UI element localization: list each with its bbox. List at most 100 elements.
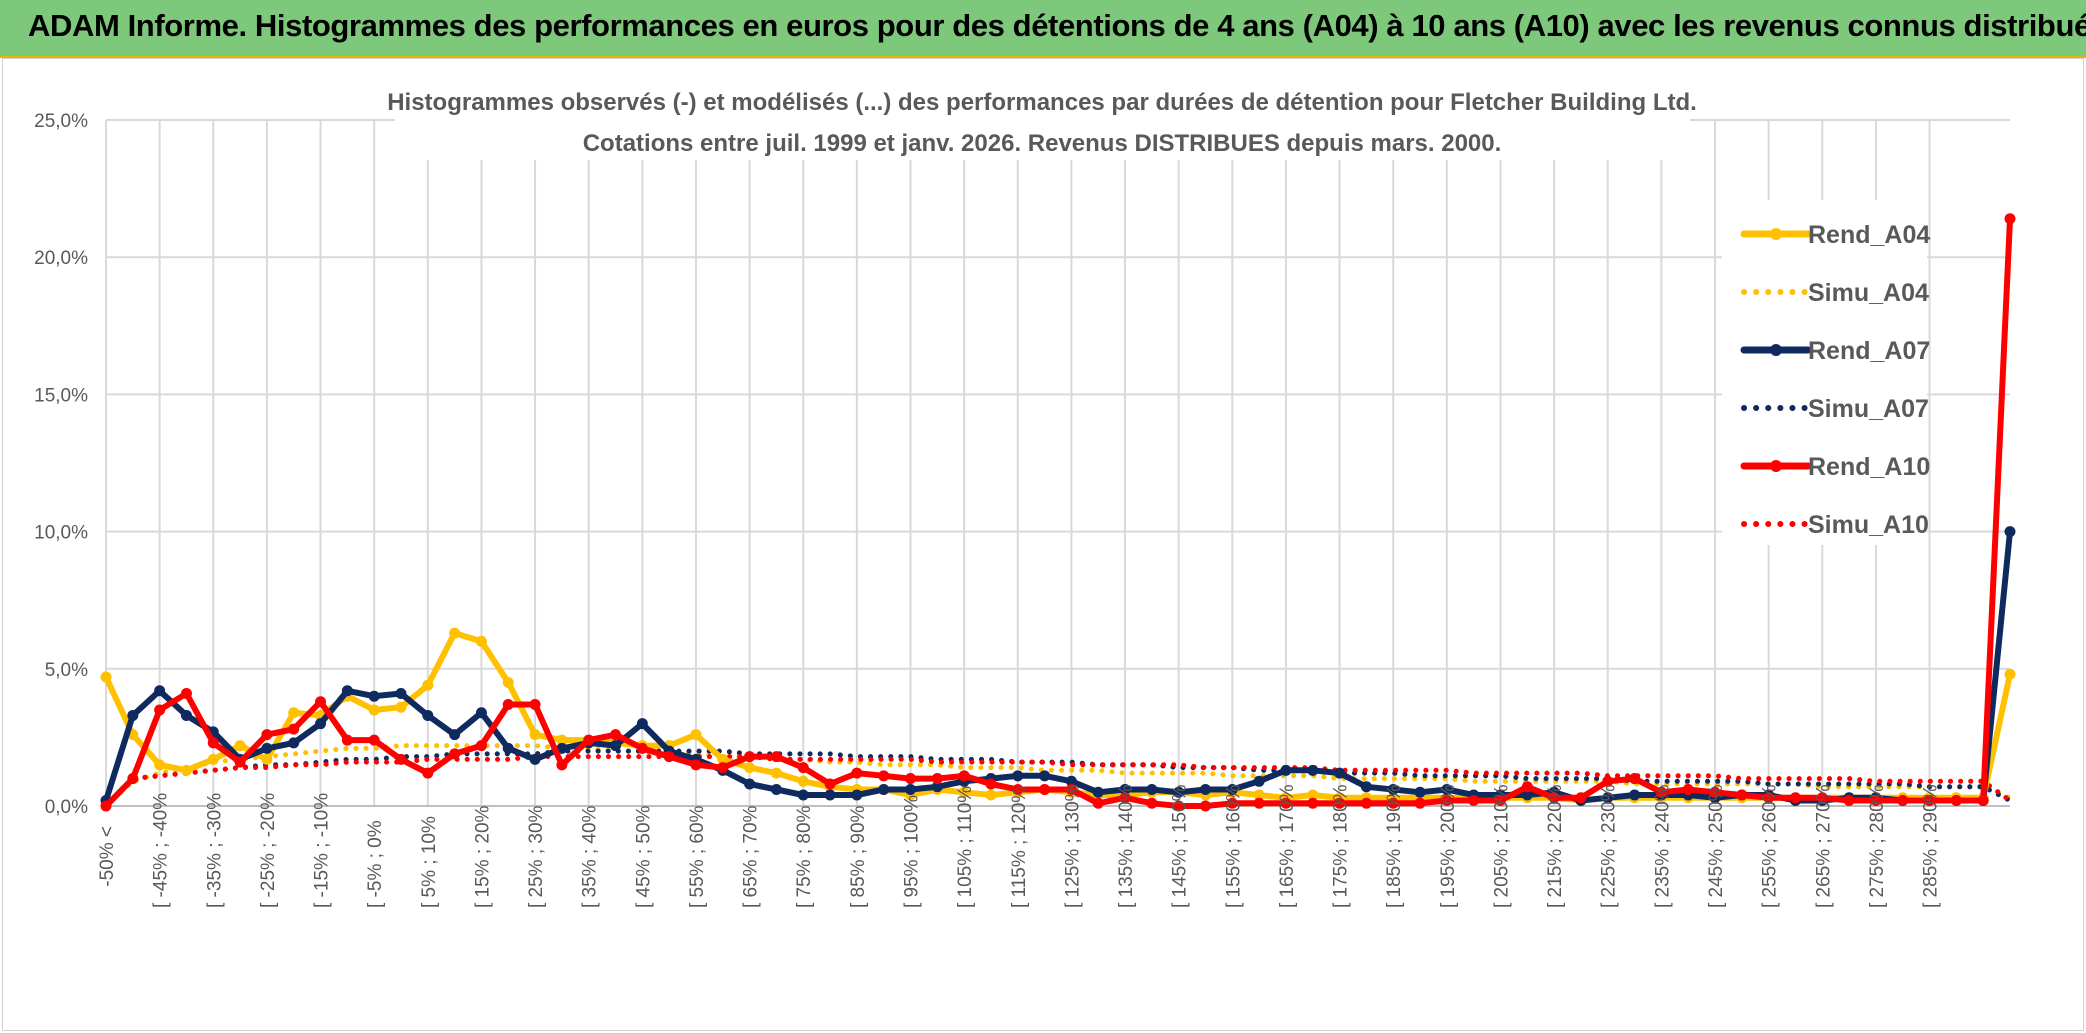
- data-point: [1655, 786, 1667, 798]
- x-tick-label: [ 245% ; 250%: [1706, 784, 1727, 908]
- data-point: [422, 767, 434, 779]
- data-point: [636, 718, 648, 730]
- data-point: [1039, 770, 1051, 782]
- data-point: [1307, 797, 1319, 809]
- data-point: [1441, 795, 1453, 807]
- data-point: [1199, 784, 1211, 796]
- legend-background: [1722, 200, 1927, 545]
- data-point: [1602, 775, 1614, 787]
- data-point: [100, 800, 112, 812]
- data-point: [985, 778, 997, 790]
- x-tick-label: [ 55% ; 60%: [687, 805, 708, 908]
- data-point: [878, 784, 890, 796]
- x-tick-label: [ -15% ; -10%: [312, 793, 333, 908]
- data-point: [1897, 795, 1909, 807]
- data-point: [1736, 789, 1748, 801]
- legend-label: Simu_A04: [1808, 279, 1929, 307]
- x-tick-label: [ 265% ; 270%: [1813, 784, 1834, 908]
- y-axis-ticks: 0,0% 5,0% 10,0% 15,0% 20,0% 25,0%: [34, 111, 88, 818]
- data-point: [583, 734, 595, 746]
- series-layer: [100, 213, 2016, 812]
- data-point: [556, 759, 568, 771]
- data-point: [610, 729, 622, 741]
- y-tick-label: 20,0%: [34, 248, 88, 269]
- data-point: [905, 784, 917, 796]
- data-point: [958, 786, 970, 798]
- data-point: [1629, 773, 1641, 785]
- data-point: [1092, 786, 1104, 798]
- series-line-rend-a04: [103, 630, 2013, 804]
- data-point: [1253, 797, 1265, 809]
- x-tick-label: [ 135% ; 140%: [1116, 784, 1137, 908]
- legend-item: Simu_A10: [1741, 511, 1929, 539]
- data-point: [797, 762, 809, 774]
- x-tick-label: [ 205% ; 210%: [1491, 784, 1512, 908]
- data-point: [1414, 797, 1426, 809]
- data-point: [315, 696, 327, 708]
- legend-item: Rend_A04: [1740, 221, 1930, 249]
- data-point: [1977, 795, 1989, 807]
- x-tick-label: [ 35% ; 40%: [580, 805, 601, 908]
- x-tick-label: [ 285% ; 290%: [1921, 784, 1942, 908]
- data-point: [1226, 784, 1238, 796]
- data-point: [1387, 797, 1399, 809]
- chart-title: Histogrammes observés (-) et modélisés (…: [387, 89, 1697, 116]
- data-point: [1789, 792, 1801, 804]
- data-point: [1629, 789, 1641, 801]
- legend-label: Simu_A10: [1808, 511, 1929, 539]
- data-point: [180, 687, 192, 699]
- data-point: [1763, 792, 1775, 804]
- data-point: [690, 759, 702, 771]
- data-point: [1360, 797, 1372, 809]
- data-point: [1709, 786, 1721, 798]
- data-point: [770, 767, 782, 779]
- data-point: [127, 773, 139, 785]
- data-point: [717, 753, 729, 765]
- data-point: [475, 707, 487, 719]
- data-point: [1307, 764, 1319, 776]
- x-tick-label: [ 125% ; 130%: [1062, 784, 1083, 908]
- data-point: [717, 762, 729, 774]
- legend-marker: [1770, 460, 1782, 472]
- data-point: [1173, 800, 1185, 812]
- data-point: [2004, 668, 2016, 680]
- data-point: [1494, 795, 1506, 807]
- data-point: [154, 704, 166, 716]
- x-tick-label: -50% <: [97, 826, 118, 887]
- data-point: [1682, 784, 1694, 796]
- x-tick-label: [ 225% ; 230%: [1599, 784, 1620, 908]
- data-point: [154, 759, 166, 771]
- data-point: [368, 690, 380, 702]
- data-point: [1843, 795, 1855, 807]
- data-point: [502, 742, 514, 754]
- data-point: [502, 698, 514, 710]
- data-point: [529, 698, 541, 710]
- data-point: [529, 729, 541, 741]
- data-point: [449, 627, 461, 639]
- data-point: [207, 737, 219, 749]
- data-point: [851, 767, 863, 779]
- data-point: [1924, 795, 1936, 807]
- data-point: [1441, 784, 1453, 796]
- legend-label: Simu_A07: [1808, 395, 1929, 423]
- data-point: [368, 734, 380, 746]
- data-point: [1548, 792, 1560, 804]
- data-point: [261, 753, 273, 765]
- x-tick-label: [ 155% ; 160%: [1223, 784, 1244, 908]
- data-point: [1012, 770, 1024, 782]
- x-tick-label: [ -35% ; -30%: [204, 793, 225, 908]
- data-point: [636, 742, 648, 754]
- data-point: [1950, 795, 1962, 807]
- data-point: [449, 748, 461, 760]
- x-axis-ticks: -50% < [ -45% ; -40% [ -35% ; -30% [ -25% ;…: [97, 784, 1942, 908]
- legend-item: Rend_A07: [1740, 337, 1930, 365]
- legend: Rend_A04 Simu_A04 Rend_A07 Simu_A07 Rend_A10…: [1722, 200, 1930, 545]
- data-point: [663, 751, 675, 763]
- data-point: [341, 685, 353, 697]
- data-point: [797, 789, 809, 801]
- data-point: [905, 773, 917, 785]
- data-point: [529, 753, 541, 765]
- data-point: [1012, 784, 1024, 796]
- y-tick-label: 10,0%: [34, 523, 88, 544]
- y-tick-label: 25,0%: [34, 111, 88, 132]
